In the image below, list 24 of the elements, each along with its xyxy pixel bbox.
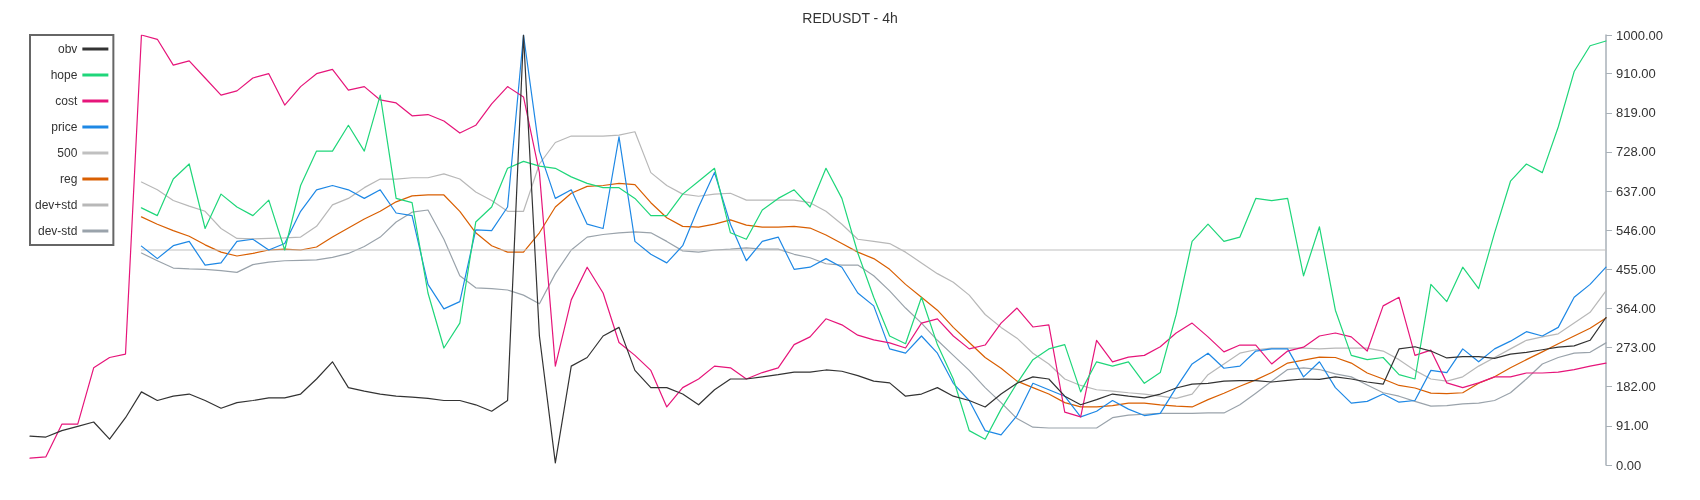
y-tick-label: 0.00 [1616,457,1642,473]
y-tick-label: 182.00 [1616,379,1656,395]
legend-label: dev+std [34,198,78,212]
legend-label: price [51,120,78,134]
legend-label: 500 [57,146,78,160]
y-tick-label: 364.00 [1616,300,1656,316]
legend-label: dev-std [38,224,78,238]
y-tick-label: 1000.00 [1616,27,1663,43]
y-tick-label: 455.00 [1616,261,1656,277]
y-tick-label: 273.00 [1616,340,1656,356]
line-series [140,182,1607,408]
y-tick-label: 728.00 [1616,144,1656,160]
y-tick-label: 819.00 [1616,105,1656,121]
chart-title: REDUSDT - 4h [802,10,898,26]
line-series [140,131,1607,399]
legend-label: reg [60,172,78,186]
legend-label: hope [50,68,78,82]
legend-label: cost [55,94,79,108]
line-series [140,209,1607,429]
legend-label: obv [58,42,78,56]
y-tick-label: 910.00 [1616,66,1656,82]
y-tick-label: 637.00 [1616,183,1656,199]
y-tick-label: 546.00 [1616,222,1656,238]
y-tick-label: 91.00 [1616,418,1649,434]
